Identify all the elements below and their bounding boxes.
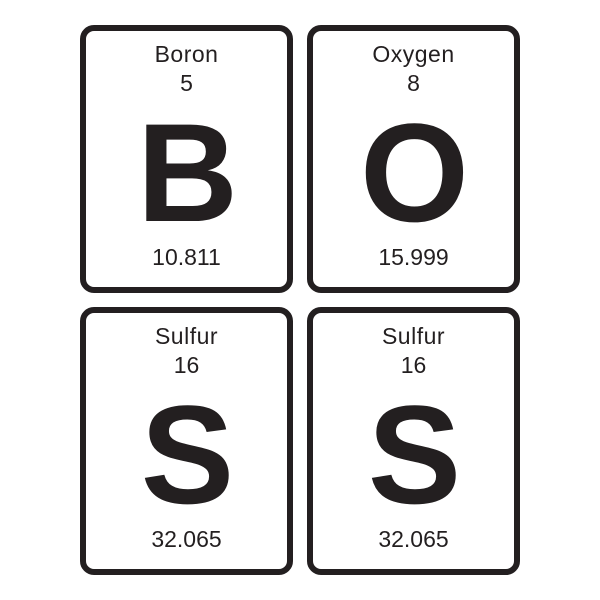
element-tile-sulfur-2: Sulfur 16 S 32.065 (307, 307, 520, 575)
element-name: Sulfur (155, 323, 218, 350)
element-symbol: O (360, 103, 467, 243)
atomic-number: 16 (174, 352, 200, 379)
element-name: Boron (155, 41, 219, 68)
atomic-number: 5 (180, 70, 193, 97)
element-name: Oxygen (372, 41, 454, 68)
atomic-mass: 15.999 (378, 244, 448, 271)
element-tile-sulfur-1: Sulfur 16 S 32.065 (80, 307, 293, 575)
element-symbol: S (141, 385, 232, 525)
atomic-number: 16 (401, 352, 427, 379)
element-tile-boron: Boron 5 B 10.811 (80, 25, 293, 293)
element-name: Sulfur (382, 323, 445, 350)
atomic-mass: 10.811 (152, 244, 221, 271)
element-tile-oxygen: Oxygen 8 O 15.999 (307, 25, 520, 293)
atomic-mass: 32.065 (378, 526, 448, 553)
periodic-tile-grid: Boron 5 B 10.811 Oxygen 8 O 15.999 Sulfu… (80, 25, 520, 575)
element-symbol: B (137, 103, 236, 243)
element-symbol: S (368, 385, 459, 525)
atomic-number: 8 (407, 70, 420, 97)
atomic-mass: 32.065 (151, 526, 221, 553)
